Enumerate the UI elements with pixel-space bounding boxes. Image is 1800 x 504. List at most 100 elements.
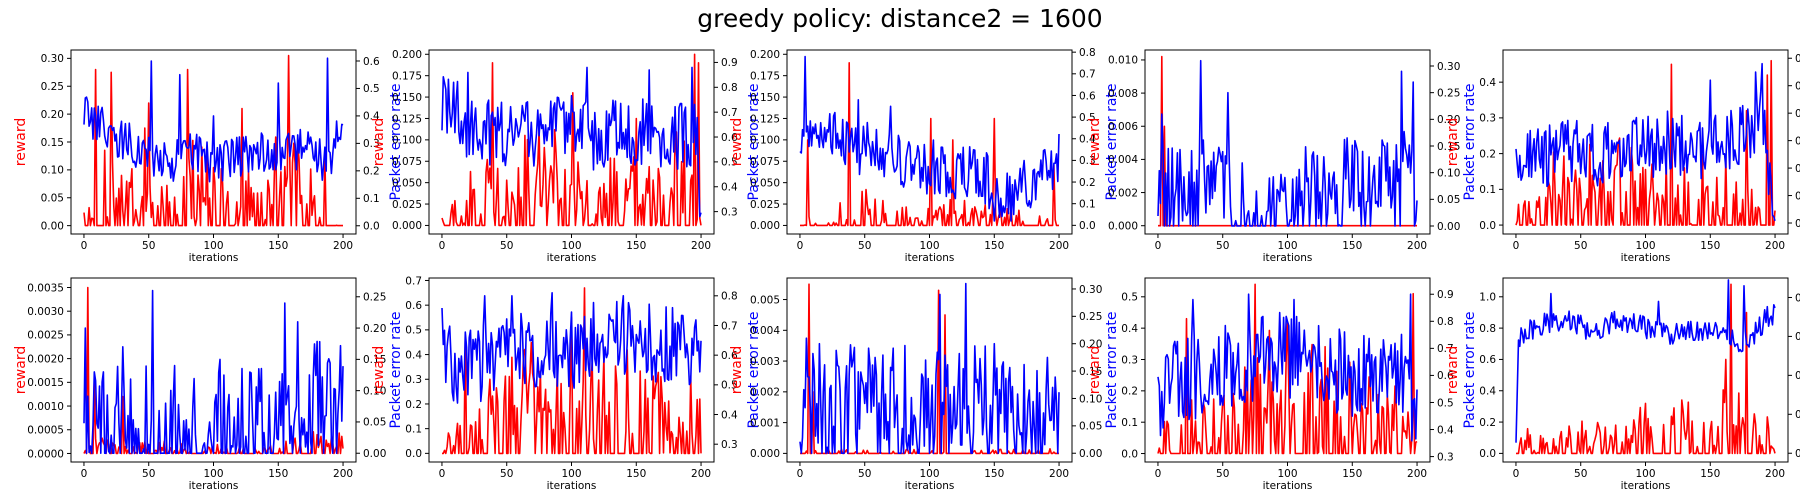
x-tick-label: 150 bbox=[268, 240, 288, 252]
y2-axis-label: Packet error rate bbox=[1104, 83, 1120, 200]
x-tick-label: 100 bbox=[203, 468, 223, 480]
reward-line bbox=[800, 62, 1059, 227]
y-tick-label: 0.0 bbox=[1479, 448, 1496, 460]
x-axis-label: iterations bbox=[1263, 480, 1313, 492]
y-tick-label: 0.25 bbox=[41, 81, 64, 93]
y-tick-label: 0.0010 bbox=[27, 401, 64, 413]
x-tick-label: 100 bbox=[203, 240, 223, 252]
x-axis-label: iterations bbox=[1621, 252, 1671, 264]
y2-tick-label: 0.20 bbox=[1437, 114, 1460, 126]
plot-lines bbox=[83, 286, 344, 455]
x-axis-label: iterations bbox=[547, 252, 597, 264]
x-tick-label: 50 bbox=[1574, 468, 1587, 480]
x-axis-label: iterations bbox=[905, 252, 955, 264]
y-axis-label: reward bbox=[1445, 346, 1461, 395]
y-tick-label: 0.125 bbox=[750, 113, 780, 125]
y2-tick-label: 0.7 bbox=[1437, 343, 1454, 355]
y2-tick-label: 0.30 bbox=[1437, 61, 1460, 73]
x-tick-label: 150 bbox=[1342, 240, 1362, 252]
y-tick-label: 0.050 bbox=[750, 177, 780, 189]
plot-lines bbox=[441, 53, 702, 227]
x-tick-label: 50 bbox=[1574, 240, 1587, 252]
y-tick-label: 0.008 bbox=[1108, 88, 1138, 100]
y2-tick-label: 0.6 bbox=[721, 132, 738, 144]
x-tick-label: 150 bbox=[984, 240, 1004, 252]
y2-tick-label: 0.7 bbox=[1795, 108, 1800, 120]
y2-tick-label: 0.05 bbox=[363, 417, 386, 429]
y-tick-label: 0.10 bbox=[41, 165, 64, 177]
y2-tick-label: 0.5 bbox=[1437, 397, 1454, 409]
reward-line bbox=[83, 54, 343, 227]
y2-tick-label: 0.5 bbox=[721, 157, 738, 169]
y-axis-label: reward bbox=[1087, 346, 1103, 395]
y-tick-label: 0.4 bbox=[405, 349, 422, 361]
y-tick-label: 0.001 bbox=[750, 417, 780, 429]
y-tick-label: 0.3 bbox=[405, 374, 422, 386]
x-tick-label: 200 bbox=[691, 240, 711, 252]
y-tick-label: 0.3 bbox=[1121, 354, 1138, 366]
y2-tick-label: 0.4 bbox=[1795, 190, 1800, 202]
y-tick-label: 0.0030 bbox=[27, 306, 64, 318]
y2-tick-label: 0.0 bbox=[1795, 448, 1800, 460]
y2-tick-label: 0.20 bbox=[363, 323, 386, 335]
y-tick-label: 0.1 bbox=[405, 423, 422, 435]
y-tick-label: 0.1 bbox=[1121, 417, 1138, 429]
x-tick-label: 200 bbox=[333, 240, 353, 252]
packet-error-rate-line bbox=[441, 292, 702, 404]
y-tick-label: 0.100 bbox=[750, 135, 780, 147]
y2-tick-label: 0.10 bbox=[1079, 393, 1102, 405]
y-tick-label: 0.175 bbox=[750, 70, 780, 82]
y-tick-label: 0.0025 bbox=[27, 330, 64, 342]
y2-tick-label: 0.25 bbox=[363, 292, 386, 304]
y-tick-label: 0.025 bbox=[750, 199, 780, 211]
y2-tick-label: 0.8 bbox=[721, 82, 738, 94]
y-tick-label: 0.2 bbox=[1479, 148, 1496, 160]
y-tick-label: 0.05 bbox=[41, 193, 64, 205]
x-tick-label: 150 bbox=[626, 240, 646, 252]
x-axis-label: iterations bbox=[1621, 480, 1671, 492]
y-tick-label: 0.004 bbox=[1108, 154, 1138, 166]
x-tick-label: 100 bbox=[1635, 240, 1655, 252]
x-axis-label: iterations bbox=[189, 480, 239, 492]
y2-axis-label: Packet error rate bbox=[746, 311, 762, 428]
packet-error-rate-line bbox=[1515, 62, 1776, 222]
plot-lines bbox=[1515, 279, 1776, 455]
y-tick-label: 0.1 bbox=[1479, 184, 1496, 196]
y-tick-label: 0.0035 bbox=[27, 282, 64, 294]
y2-tick-label: 0.3 bbox=[1437, 451, 1454, 463]
x-tick-label: 50 bbox=[1216, 240, 1229, 252]
y2-tick-label: 0.4 bbox=[1437, 424, 1454, 436]
x-tick-label: 0 bbox=[81, 240, 88, 252]
y-tick-label: 0.0020 bbox=[27, 353, 64, 365]
y-tick-label: 0.7 bbox=[405, 275, 422, 287]
y-tick-label: 0.6 bbox=[1479, 354, 1496, 366]
y2-tick-label: 0.15 bbox=[363, 354, 386, 366]
x-tick-label: 200 bbox=[1049, 240, 1069, 252]
y2-tick-label: 0.2 bbox=[363, 166, 380, 178]
y2-tick-label: 0.00 bbox=[1437, 221, 1460, 233]
subplot-2: 0 50 100 150 200 iterations 0.000 0.025 0.050 0.0… bbox=[371, 49, 762, 264]
x-tick-label: 0 bbox=[1155, 468, 1162, 480]
y2-tick-label: 0.9 bbox=[721, 57, 738, 69]
y2-tick-label: 0.6 bbox=[1795, 135, 1800, 147]
y-tick-label: 0.050 bbox=[392, 177, 422, 189]
y2-tick-label: 0.00 bbox=[1079, 448, 1102, 460]
y-tick-label: 0.150 bbox=[750, 92, 780, 104]
y-tick-label: 0.0 bbox=[1479, 220, 1496, 232]
y-axis-label: reward bbox=[13, 118, 29, 167]
y-axis-label: reward bbox=[1445, 118, 1461, 167]
y-tick-label: 0.3 bbox=[1479, 113, 1496, 125]
x-tick-label: 50 bbox=[142, 240, 155, 252]
x-tick-label: 100 bbox=[561, 240, 581, 252]
y-tick-label: 0.100 bbox=[392, 135, 422, 147]
y2-tick-label: 0.2 bbox=[1795, 409, 1800, 421]
y2-tick-label: 0.3 bbox=[721, 206, 738, 218]
y-tick-label: 0.0 bbox=[1121, 448, 1138, 460]
y-tick-label: 1.0 bbox=[1479, 292, 1496, 304]
reward-line bbox=[441, 53, 702, 227]
x-tick-label: 200 bbox=[1407, 240, 1427, 252]
y2-tick-label: 0.3 bbox=[1795, 218, 1800, 230]
y2-tick-label: 0.7 bbox=[721, 107, 738, 119]
y2-tick-label: 0.4 bbox=[721, 409, 738, 421]
